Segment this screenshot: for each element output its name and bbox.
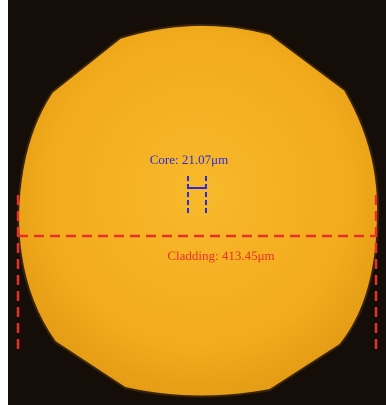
fiber-cross-section [18, 25, 378, 397]
micrograph: Core: 21.07μm Cladding: 413.45μm [0, 0, 386, 405]
core-label: Core: 21.07μm [150, 152, 228, 167]
cladding-label: Cladding: 413.45μm [167, 248, 274, 263]
page: Core: 21.07μm Cladding: 413.45μm (() => … [0, 0, 386, 405]
